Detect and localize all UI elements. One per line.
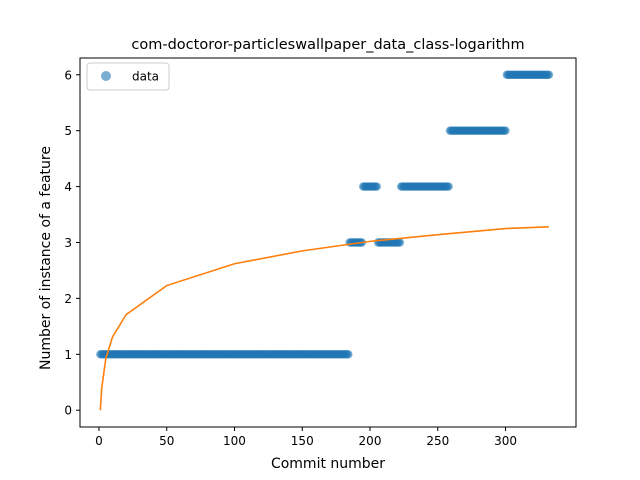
fit-line [99, 226, 549, 411]
y-tick-label: 6 [64, 68, 72, 82]
data-point [501, 126, 510, 135]
data-point [372, 182, 381, 191]
legend: data [86, 62, 170, 91]
y-tick-label: 2 [64, 292, 72, 306]
x-tick-label: 150 [291, 434, 314, 448]
chart-title: com-doctoror-particleswallpaper_data_cla… [131, 37, 524, 53]
data-point [344, 350, 353, 359]
data-point [544, 70, 554, 79]
x-tick-label: 50 [159, 434, 174, 448]
legend-box [86, 62, 170, 91]
legend-label-data: data [132, 70, 159, 84]
y-tick-label: 1 [64, 348, 72, 362]
axes-frame [79, 57, 577, 428]
y-tick-label: 4 [64, 180, 72, 194]
data-point [444, 182, 453, 191]
y-tick-label: 5 [64, 124, 72, 138]
data-point [395, 238, 405, 247]
legend-marker-data [101, 71, 111, 81]
x-tick-label: 100 [223, 434, 246, 448]
y-tick-label: 3 [64, 236, 72, 250]
y-axis-label: Number of instance of a feature [38, 146, 54, 370]
y-axis-ticks: 0 1 2 3 4 5 6 [64, 68, 80, 418]
y-tick-label: 0 [64, 404, 72, 418]
x-tick-label: 250 [426, 434, 449, 448]
x-tick-label: 300 [494, 434, 517, 448]
x-axis-ticks: 0 50 100 150 200 250 300 [95, 427, 517, 448]
x-axis-label: Commit number [271, 456, 385, 472]
x-tick-label: 0 [95, 434, 103, 448]
x-tick-label: 200 [359, 434, 382, 448]
plot-area [96, 70, 554, 411]
